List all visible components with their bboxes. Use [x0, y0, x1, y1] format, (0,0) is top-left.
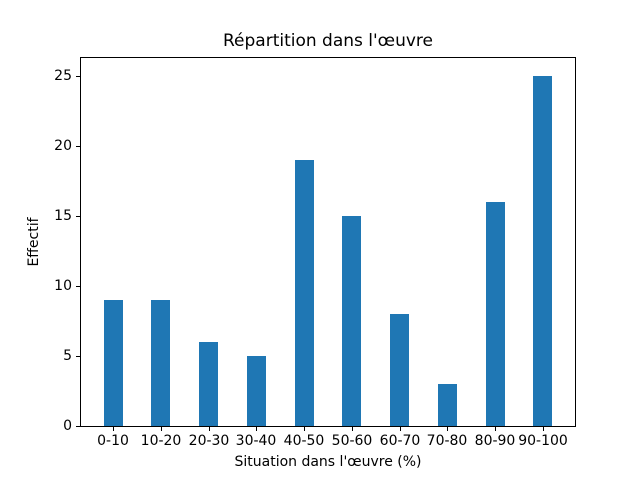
x-tick-label: 40-50: [283, 433, 325, 449]
x-tick-label: 50-60: [331, 433, 373, 449]
x-tick-mark: [304, 427, 305, 431]
bar-0-10: [104, 300, 123, 426]
y-tick-label: 10: [54, 278, 72, 294]
x-tick-mark: [256, 427, 257, 431]
x-tick-mark: [543, 427, 544, 431]
y-tick-label: 0: [63, 418, 72, 434]
bar-10-20: [151, 300, 170, 426]
chart-title: Répartition dans l'œuvre: [222, 31, 433, 51]
y-tick-mark: [76, 426, 80, 427]
x-tick-mark: [209, 427, 210, 431]
x-tick-mark: [495, 427, 496, 431]
y-tick-label: 20: [54, 138, 72, 154]
x-tick-label: 10-20: [140, 433, 182, 449]
y-tick-label: 5: [63, 348, 72, 364]
plot-area: [80, 57, 576, 427]
bar-20-30: [199, 342, 218, 426]
y-tick-mark: [76, 76, 80, 77]
y-tick-label: 15: [54, 208, 72, 224]
y-tick-mark: [76, 286, 80, 287]
y-tick-label: 25: [54, 68, 72, 84]
y-tick-mark: [76, 356, 80, 357]
x-tick-label: 70-80: [426, 433, 468, 449]
x-axis-label: Situation dans l'œuvre (%): [234, 454, 422, 470]
x-tick-label: 0-10: [97, 433, 129, 449]
x-tick-mark: [400, 427, 401, 431]
bar-80-90: [486, 202, 505, 426]
y-tick-mark: [76, 216, 80, 217]
bar-70-80: [438, 384, 457, 426]
x-tick-label: 20-30: [188, 433, 230, 449]
x-tick-mark: [113, 427, 114, 431]
bar-40-50: [295, 160, 314, 426]
x-tick-label: 80-90: [474, 433, 516, 449]
y-tick-mark: [76, 146, 80, 147]
x-tick-mark: [447, 427, 448, 431]
x-tick-mark: [352, 427, 353, 431]
y-axis-label-text: Effectif: [26, 217, 42, 267]
x-tick-mark: [161, 427, 162, 431]
x-tick-label: 90-100: [518, 433, 568, 449]
x-tick-label: 30-40: [235, 433, 277, 449]
bar-90-100: [533, 76, 552, 426]
bar-60-70: [390, 314, 409, 426]
bar-30-40: [247, 356, 266, 426]
bar-50-60: [342, 216, 361, 426]
x-tick-label: 60-70: [379, 433, 421, 449]
